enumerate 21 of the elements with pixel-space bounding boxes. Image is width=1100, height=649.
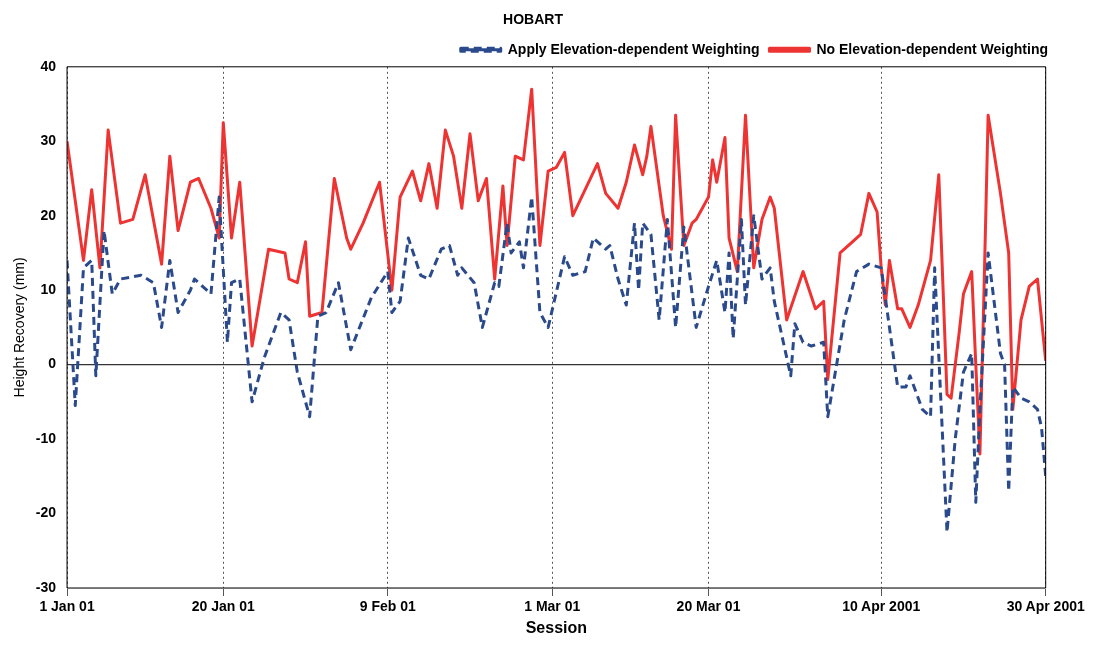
chart-title: HOBART: [503, 11, 564, 28]
legend-label: No Elevation-dependent Weighting: [816, 40, 1049, 57]
y-tick-label: 0: [48, 355, 57, 372]
y-tick-label: 20: [40, 206, 57, 223]
y-tick-label: 40: [40, 57, 57, 74]
x-axis-title: Session: [525, 618, 588, 636]
y-axis-title: Height Recovery (mm): [11, 257, 28, 398]
line-series: [67, 195, 1046, 534]
y-tick-label: -20: [35, 504, 57, 521]
x-tick-label: 1 Jan 01: [39, 598, 95, 615]
y-tick-label: 30: [40, 132, 57, 149]
legend-label: Apply Elevation-dependent Weighting: [507, 40, 760, 57]
y-tick-label: 10: [40, 281, 57, 298]
x-tick-label: 20 Jan 01: [191, 598, 256, 615]
y-tick-label: -10: [35, 429, 57, 446]
x-tick-label: 10 Apr 2001: [842, 598, 921, 615]
y-tick-label: -30: [35, 578, 57, 595]
x-tick-label: 9 Feb 01: [359, 598, 416, 615]
x-tick-label: 20 Mar 01: [676, 598, 741, 615]
x-tick-label: 1 Mar 01: [524, 598, 581, 615]
x-tick-label: 30 Apr 2001: [1006, 598, 1085, 615]
